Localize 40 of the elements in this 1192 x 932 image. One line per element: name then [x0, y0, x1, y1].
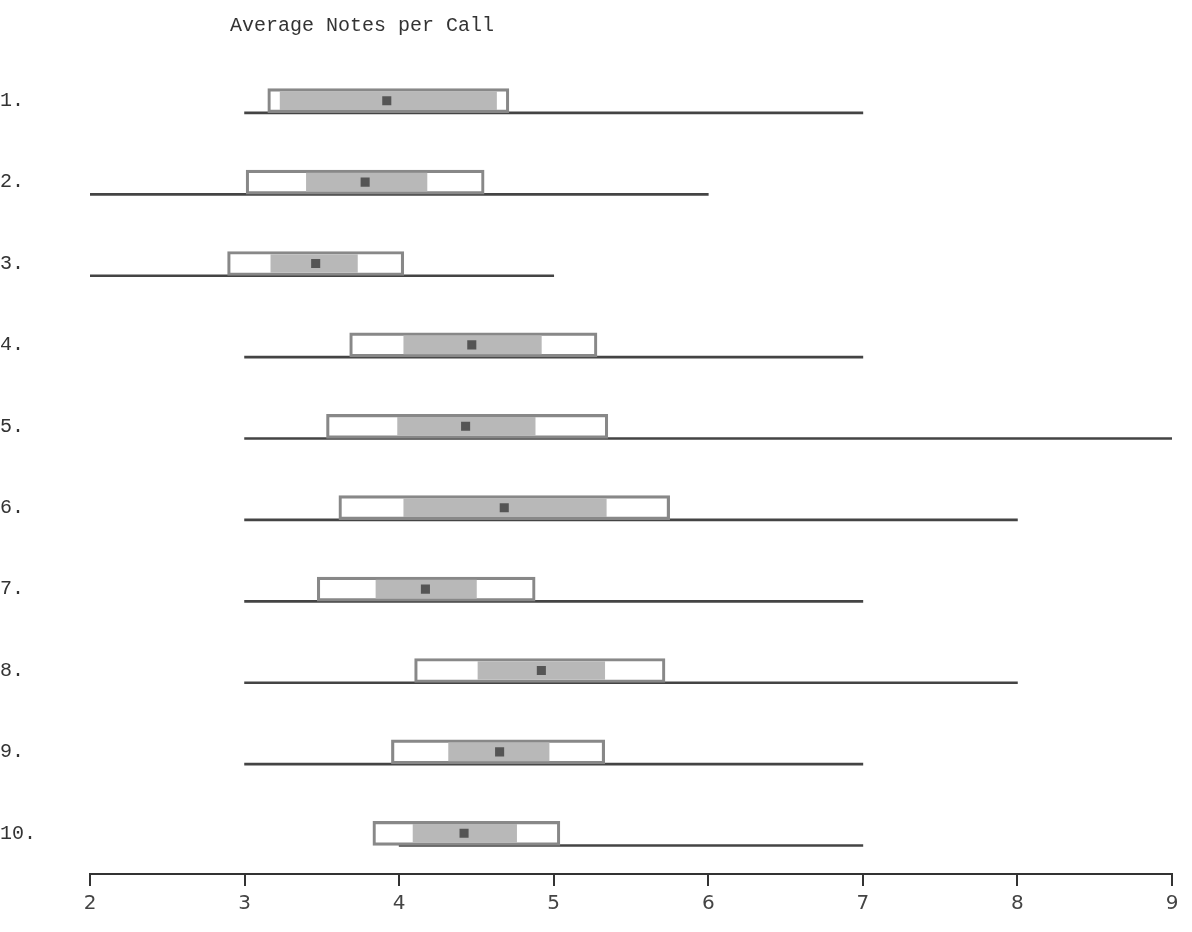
y-tick-label: 3. [0, 251, 25, 275]
x-tick-label: 2 [83, 890, 97, 915]
y-tick-label: 7. [0, 577, 25, 601]
bar [244, 437, 1172, 440]
y-tick-label: 4. [0, 333, 25, 357]
point [499, 503, 509, 513]
bar [306, 172, 428, 192]
y-tick-label: 2. [0, 170, 25, 194]
bar [375, 579, 477, 599]
point [495, 747, 505, 757]
bar [403, 498, 607, 518]
bar [279, 91, 497, 111]
x-tick-label: 6 [701, 890, 715, 915]
y-tick-label: 6. [0, 496, 25, 519]
x-tick-label: 7 [856, 890, 870, 915]
point [459, 828, 469, 838]
y-tick-label: 10. [0, 821, 37, 845]
point [382, 96, 392, 106]
x-tick-label: 4 [392, 890, 406, 915]
x-tick-label: 3 [238, 890, 251, 915]
x-tick-label: 5 [547, 890, 561, 915]
y-tick-label: 1. [0, 89, 25, 112]
point [360, 177, 370, 187]
bar [397, 416, 536, 436]
point [311, 258, 321, 269]
y-tick-label: 8. [0, 658, 25, 682]
y-tick-label: 5. [0, 414, 25, 438]
bar [270, 254, 358, 273]
bar [477, 661, 606, 680]
chart-title: Average Notes per Call [230, 14, 495, 37]
x-tick-label: 8 [1011, 890, 1024, 915]
bar [412, 823, 517, 843]
point [461, 421, 471, 431]
x-tick-label: 9 [1165, 890, 1179, 915]
point [467, 340, 477, 350]
y-tick-label: 9. [0, 740, 25, 764]
bar [448, 742, 550, 762]
bar [403, 335, 542, 355]
point [536, 665, 546, 676]
point [420, 584, 430, 594]
